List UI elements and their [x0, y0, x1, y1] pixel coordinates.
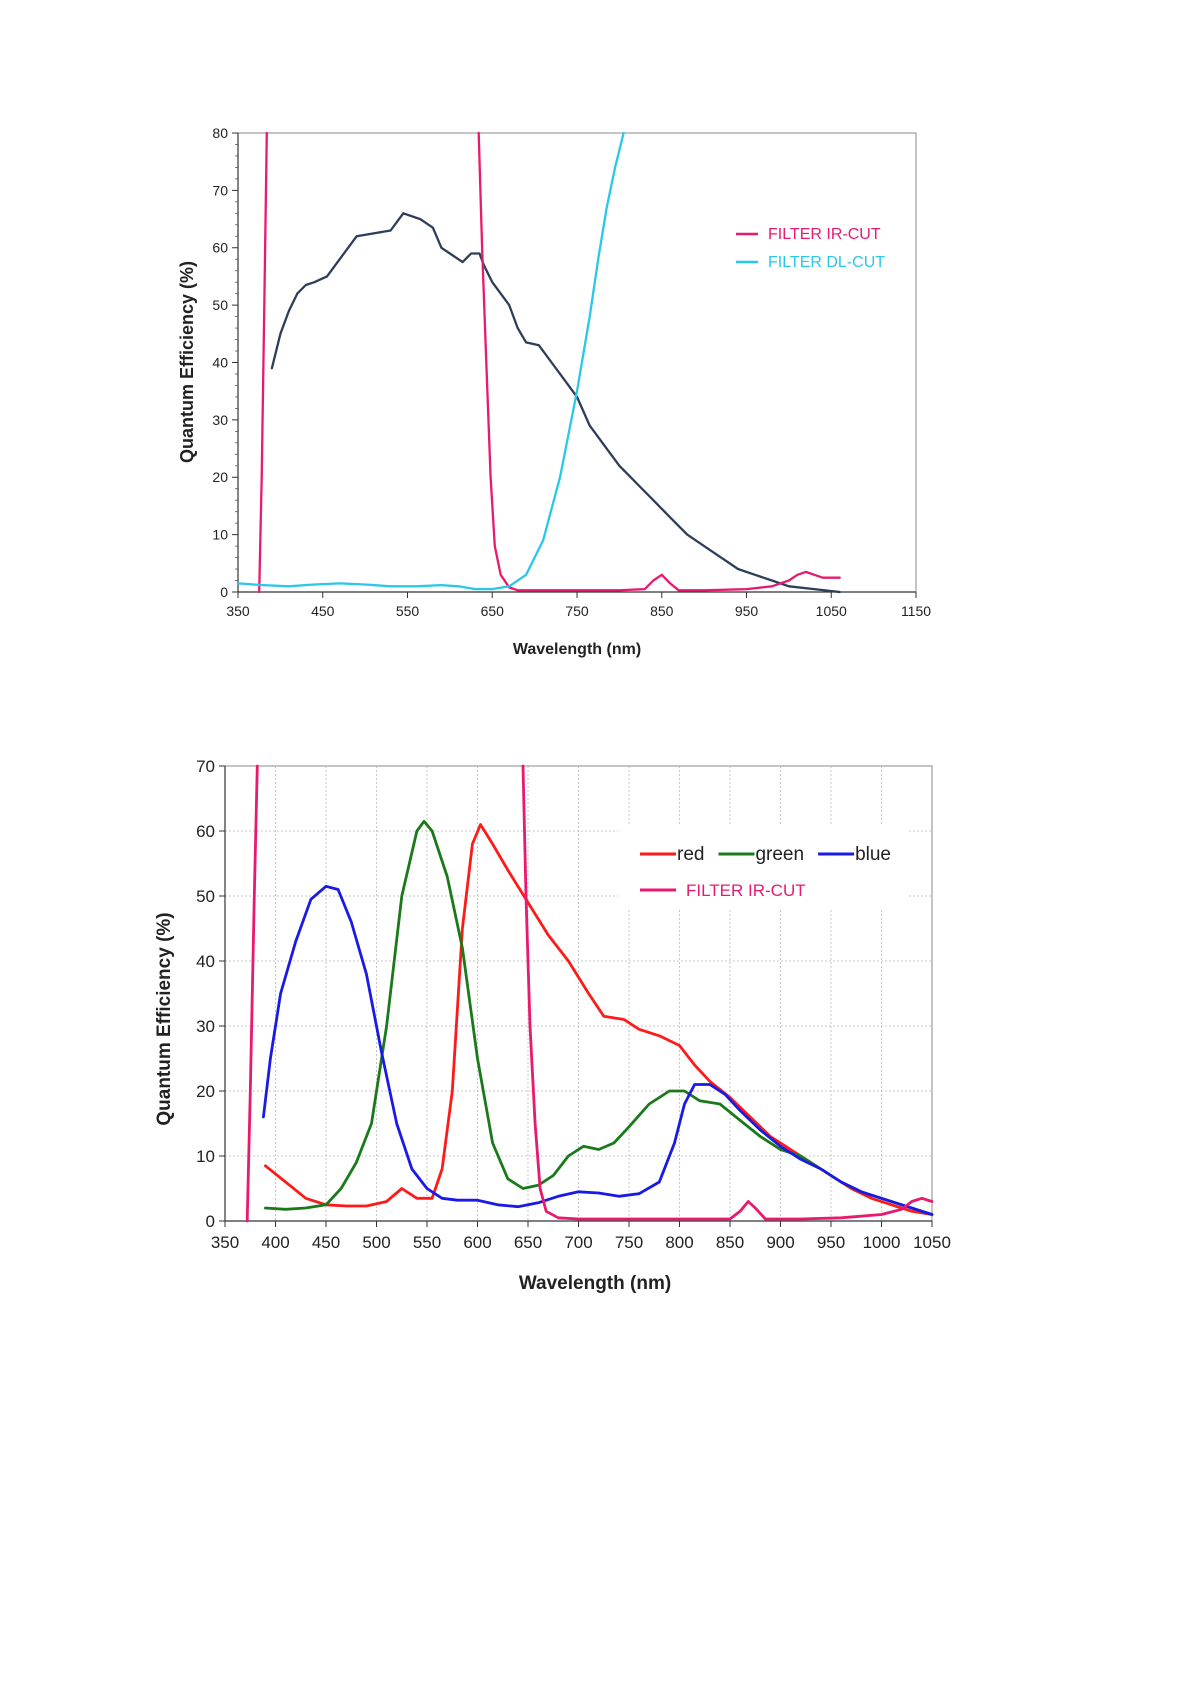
chart-2-y-tick-label: 30: [196, 1017, 215, 1036]
chart-1-y-tick-label: 60: [212, 240, 228, 256]
chart-2-y-tick-label: 20: [196, 1082, 215, 1101]
chart-2-x-tick-label: 1000: [863, 1233, 901, 1252]
chart-2-y-axis-title: Quantum Efficiency (%): [154, 912, 175, 1125]
chart-2-x-tick-label: 500: [362, 1233, 390, 1252]
chart-1-x-tick-label: 850: [650, 603, 674, 619]
chart-2-x-tick-label: 750: [615, 1233, 643, 1252]
chart-1-y-tick-label: 30: [212, 412, 228, 428]
chart-2-line-filter-ir-cut: [245, 764, 934, 1223]
chart-1-y-tick-label: 50: [212, 297, 228, 313]
chart-2-x-tick-label: 950: [817, 1233, 845, 1252]
chart-1-x-tick-label: 350: [226, 603, 250, 619]
chart-2-x-tick-label: 600: [463, 1233, 491, 1252]
chart-1-y-tick-label: 0: [220, 584, 228, 600]
chart-1-y-tick-label: 70: [212, 182, 228, 198]
chart-2-legend-box: [618, 826, 908, 908]
chart-2-x-tick-label: 550: [413, 1233, 441, 1252]
chart-1-y-axis-title: Quantum Efficiency (%): [177, 261, 197, 463]
chart-1-x-tick-label: 550: [396, 603, 420, 619]
chart-2-y-tick-label: 10: [196, 1147, 215, 1166]
chart-2-x-tick-label: 900: [766, 1233, 794, 1252]
chart-1-legend-label: FILTER IR-CUT: [768, 226, 881, 243]
chart-2-legend-label: FILTER IR-CUT: [686, 881, 806, 900]
chart-2-legend: red green blue FILTER IR-CUT: [640, 844, 891, 900]
chart-2-x-tick-label: 650: [514, 1233, 542, 1252]
chart-2: 350 400 450 500 550 600 650 700 750 800 850 900 950 1…: [154, 757, 951, 1294]
chart-2-x-tick-label: 700: [564, 1233, 592, 1252]
chart-2-x-axis-title: Wavelength (nm): [519, 1273, 671, 1294]
chart-2-line-blue: [262, 884, 934, 1216]
chart-1-x-tick-label: 1050: [816, 603, 847, 619]
chart-2-y-tick-label: 70: [196, 757, 215, 776]
chart-2-y-tick-label: 60: [196, 822, 215, 841]
chart-2-y-tick-label: 0: [206, 1212, 215, 1231]
chart-2-legend-label: blue: [855, 844, 891, 865]
chart-2-x-tick-label: 400: [261, 1233, 289, 1252]
chart-1-x-tick-label: 1150: [901, 603, 931, 619]
chart-1-plot-area: [237, 132, 917, 593]
chart-1-legend-label: FILTER DL-CUT: [768, 254, 885, 271]
chart-2-ticks: 350 400 450 500 550 600 650 700 750 800 850 900 950 1…: [196, 757, 951, 1252]
chart-1-ticks: 350 450 550 650 750 850 950 1050 1150 0 10 20 30 40 50…: [212, 125, 931, 619]
chart-2-x-tick-label: 1050: [913, 1233, 951, 1252]
chart-1-x-tick-label: 750: [565, 603, 589, 619]
chart-2-x-tick-label: 850: [716, 1233, 744, 1252]
chart-2-x-tick-label: 450: [312, 1233, 340, 1252]
chart-1-line-series-1: [270, 212, 841, 594]
chart-1-legend: FILTER IR-CUT FILTER DL-CUT: [736, 226, 885, 271]
chart-1-y-tick-label: 20: [212, 469, 228, 485]
chart-2-y-tick-label: 50: [196, 887, 215, 906]
chart-2-x-tick-label: 800: [665, 1233, 693, 1252]
chart-1-x-axis-title: Wavelength (nm): [513, 641, 641, 658]
chart-2-series-group: [245, 764, 934, 1223]
chart-2-legend-label: red: [677, 844, 704, 865]
chart-1-line-filter-dl-cut: [236, 131, 625, 591]
chart-1-series-group: [236, 131, 841, 594]
chart-1-line-filter-ir-cut: [258, 131, 841, 594]
chart-1-x-tick-label: 650: [481, 603, 505, 619]
chart-1-x-tick-label: 950: [735, 603, 759, 619]
chart-1-y-tick-label: 80: [212, 125, 228, 141]
chart-1: 350 450 550 650 750 850 950 1050 1150 0 10 20 30 40 50…: [177, 125, 931, 658]
chart-2-y-tick-label: 40: [196, 952, 215, 971]
chart-2-x-tick-label: 350: [211, 1233, 239, 1252]
chart-2-legend-label: green: [755, 844, 804, 865]
chart-1-y-tick-label: 10: [212, 527, 228, 543]
chart-1-y-tick-label: 40: [212, 354, 228, 370]
chart-1-x-tick-label: 450: [311, 603, 335, 619]
